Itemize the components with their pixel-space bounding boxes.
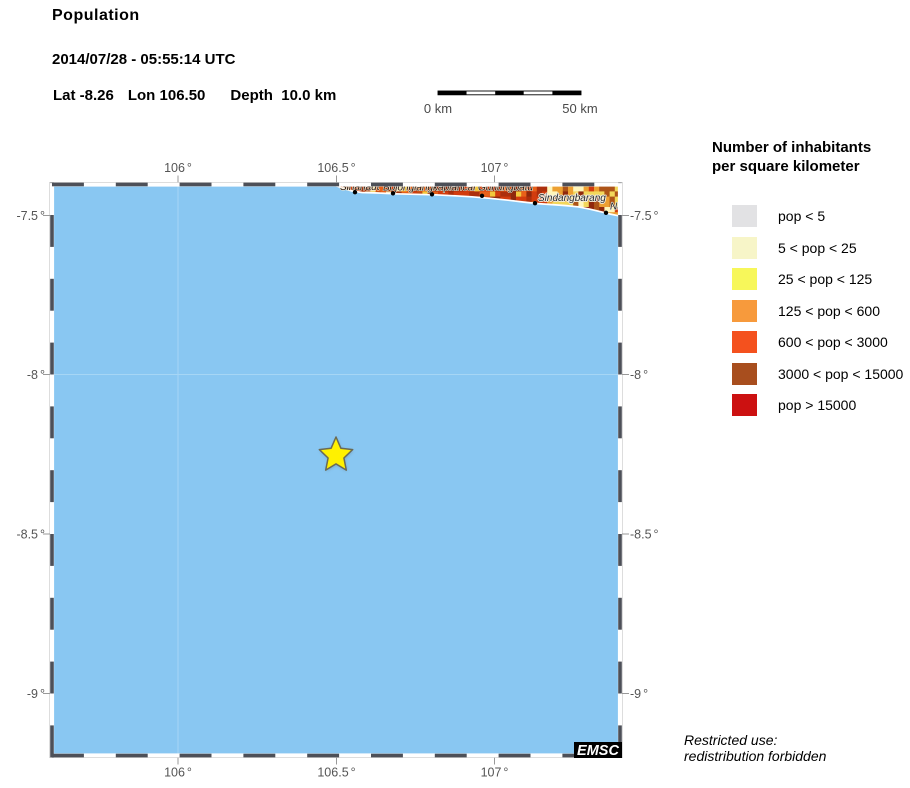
svg-text:106°: 106 ° [164, 766, 192, 780]
svg-text:-8°: -8 ° [27, 368, 45, 382]
svg-text:-7.5°: -7.5 ° [16, 209, 45, 223]
svg-text:106.5°: 106.5 ° [317, 161, 355, 175]
svg-text:Gunungbatu: Gunungbatu [478, 183, 533, 194]
svg-text:-8°: -8 ° [630, 368, 648, 382]
svg-text:Sindangbarang: Sindangbarang [538, 193, 606, 204]
svg-text:107°: 107 ° [481, 161, 509, 175]
svg-text:0 km: 0 km [424, 101, 452, 116]
svg-text:Bojonglangkaplancar: Bojonglangkaplancar [383, 183, 477, 194]
svg-text:-7.5°: -7.5 ° [630, 209, 659, 223]
svg-text:-8.5°: -8.5 ° [16, 528, 45, 542]
svg-text:50 km: 50 km [562, 101, 597, 116]
svg-text:106°: 106 ° [164, 161, 192, 175]
svg-text:107°: 107 ° [481, 766, 509, 780]
svg-text:106.5°: 106.5 ° [317, 766, 355, 780]
svg-text:-8.5°: -8.5 ° [630, 528, 659, 542]
svg-text:Sinarlaut: Sinarlaut [340, 182, 381, 193]
svg-text:-9°: -9 ° [630, 687, 648, 701]
svg-text:-9°: -9 ° [27, 687, 45, 701]
svg-text:EMSC: EMSC [577, 743, 619, 759]
